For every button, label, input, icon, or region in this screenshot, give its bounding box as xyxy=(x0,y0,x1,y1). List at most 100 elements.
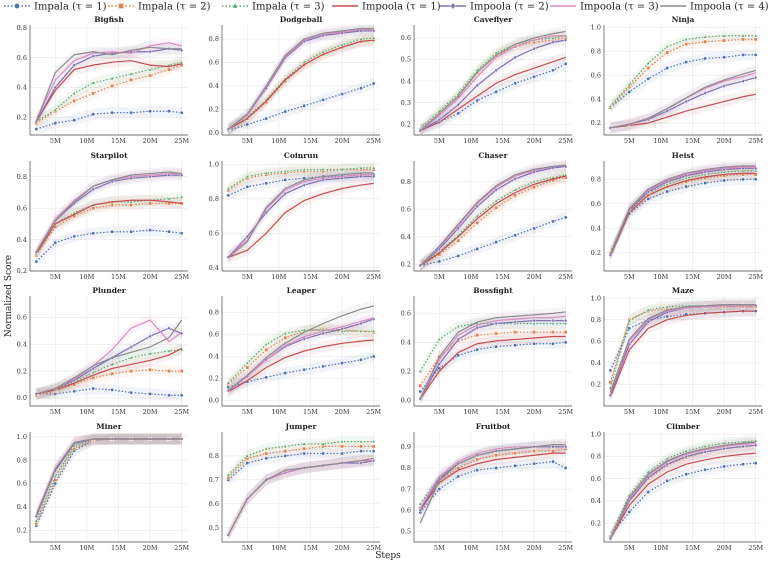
marker xyxy=(418,368,423,373)
panel-title: Starpilot xyxy=(90,151,128,160)
marker xyxy=(563,318,568,324)
confidence-band xyxy=(420,161,566,271)
series-line xyxy=(609,178,756,253)
marker xyxy=(627,82,632,87)
series-line xyxy=(228,182,374,258)
x-tick-label: 10M xyxy=(463,137,478,145)
marker xyxy=(53,478,58,482)
marker xyxy=(340,451,345,456)
marker xyxy=(34,127,39,132)
x-tick-label: 10M xyxy=(653,137,668,145)
marker xyxy=(245,234,250,240)
series-line xyxy=(419,30,566,132)
confidence-band xyxy=(228,34,374,135)
x-tick-label: 25M xyxy=(558,408,573,416)
marker xyxy=(264,456,269,461)
marker xyxy=(321,97,326,102)
confidence-band xyxy=(420,306,566,405)
marker xyxy=(53,240,58,245)
marker xyxy=(359,357,363,362)
marker xyxy=(456,353,461,358)
marker xyxy=(418,507,423,513)
marker xyxy=(475,468,480,473)
y-tick-label: 0.8 xyxy=(591,48,601,56)
x-tick-label: 10M xyxy=(463,273,478,281)
confidence-band xyxy=(228,351,374,393)
marker xyxy=(91,366,96,371)
series-line xyxy=(419,35,566,132)
y-tick-label: 0.6 xyxy=(401,506,411,514)
x-tick-label: 25M xyxy=(748,408,763,416)
x-tick-label: 5M xyxy=(50,273,61,281)
x-tick-label: 15M xyxy=(495,544,510,552)
marker xyxy=(91,206,96,211)
series-line xyxy=(227,172,374,258)
marker xyxy=(753,33,758,38)
x-tick-label: 20M xyxy=(143,273,158,281)
marker xyxy=(703,90,708,96)
marker xyxy=(418,501,423,506)
marker xyxy=(245,360,250,365)
marker xyxy=(532,46,537,52)
y-tick-label: 1.0 xyxy=(591,294,601,302)
marker xyxy=(91,112,96,117)
y-tick-label: 0.9 xyxy=(401,443,411,451)
marker xyxy=(283,453,288,458)
series-line xyxy=(609,442,756,539)
legend-label: Impoola (τ = 1) xyxy=(362,2,441,13)
series-line xyxy=(35,438,182,516)
marker xyxy=(475,213,480,218)
marker xyxy=(264,446,269,451)
confidence-band xyxy=(228,177,374,263)
x-tick-label: 10M xyxy=(653,408,668,416)
confidence-band xyxy=(610,457,756,542)
y-tick-label: 0.6 xyxy=(17,480,27,488)
y-tick-label: 0.2 xyxy=(209,105,219,113)
marker xyxy=(551,39,556,45)
marker xyxy=(321,166,326,172)
x-tick-label: 20M xyxy=(335,544,350,552)
marker xyxy=(167,325,172,331)
y-axis-label: Normalized Score xyxy=(4,255,14,337)
x-tick-label: 5M xyxy=(624,137,635,145)
x-tick-label: 10M xyxy=(271,273,286,281)
confidence-band xyxy=(228,25,374,135)
marker xyxy=(437,336,442,342)
marker xyxy=(302,367,307,372)
y-tick-label: 0.4 xyxy=(591,224,601,232)
y-tick-label: 0.6 xyxy=(591,71,601,79)
marker xyxy=(359,460,364,466)
panel-title: Climber xyxy=(666,422,701,431)
confidence-band xyxy=(610,161,756,261)
confidence-band xyxy=(420,439,566,529)
confidence-band xyxy=(228,25,374,135)
x-tick-label: 15M xyxy=(303,137,318,145)
y-tick-label: 0.2 xyxy=(591,519,601,527)
marker xyxy=(722,83,727,89)
series-line xyxy=(420,63,566,132)
panel-ninja: 5M 10M 15M 20M 25M 0.2 0.4 0.6 0.8 1.0 Ninja xyxy=(591,15,764,145)
y-tick-label: 1.0 xyxy=(591,430,601,438)
y-tick-label: 0.6 xyxy=(591,337,601,345)
x-tick-label: 10M xyxy=(463,408,478,416)
series-line xyxy=(609,172,756,257)
marker xyxy=(475,325,480,331)
marker xyxy=(456,253,461,258)
marker xyxy=(665,314,670,319)
marker xyxy=(148,228,153,233)
series-line xyxy=(420,56,566,132)
y-tick-label: 0.2 xyxy=(17,367,27,375)
confidence-band xyxy=(36,383,182,401)
marker xyxy=(627,510,632,514)
panel-title: Maze xyxy=(672,286,694,295)
marker xyxy=(703,449,708,455)
marker xyxy=(494,187,499,193)
x-tick-label: 25M xyxy=(748,544,763,552)
marker xyxy=(456,323,461,329)
marker xyxy=(245,184,250,189)
x-tick-label: 5M xyxy=(242,137,253,145)
marker xyxy=(302,182,307,188)
marker xyxy=(91,80,96,85)
marker xyxy=(665,461,670,467)
